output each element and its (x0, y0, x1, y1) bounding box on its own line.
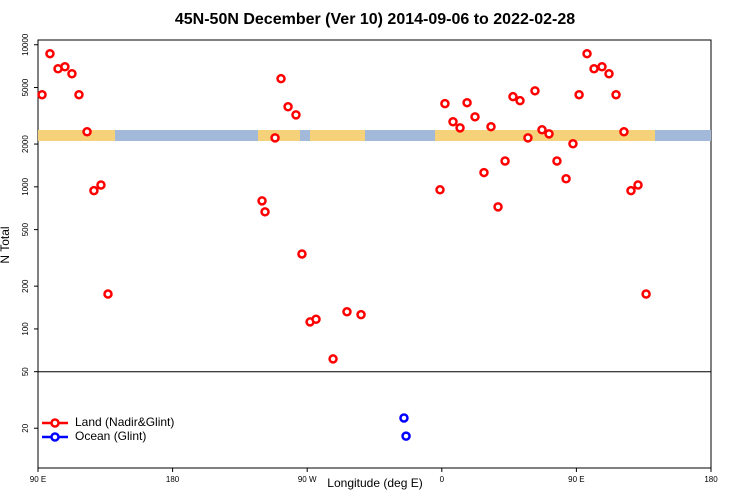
point (582, 48, 592, 59)
point (435, 185, 445, 195)
point (568, 139, 578, 149)
point (462, 97, 472, 108)
point (67, 69, 77, 79)
point (619, 127, 629, 137)
point (103, 289, 113, 299)
point (574, 89, 584, 100)
point (544, 129, 554, 139)
chart-title: 45N-50N December (Ver 10) 2014-09-06 to … (175, 11, 575, 28)
y-tick-label: 5000 (21, 78, 30, 96)
point (486, 121, 496, 132)
point (537, 125, 547, 135)
point (626, 185, 636, 196)
y-tick-label: 10000 (21, 33, 30, 56)
x-tick-label: 0 (440, 475, 445, 484)
y-tick-label: 50 (21, 367, 30, 376)
legend-label: Ocean (Glint) (75, 429, 146, 443)
point (515, 95, 525, 106)
point (356, 309, 366, 320)
point (96, 180, 106, 190)
point (260, 207, 270, 217)
point (60, 62, 70, 72)
y-tick-label: 500 (21, 222, 30, 236)
x-axis-label: Longitude (deg E) (327, 476, 422, 490)
point (270, 133, 280, 143)
point (448, 117, 458, 127)
point (611, 89, 621, 100)
y-axis-label: N Total (0, 226, 12, 263)
point (283, 102, 293, 112)
point (493, 202, 503, 212)
legend-marker (50, 432, 60, 442)
point (82, 127, 92, 137)
point (328, 354, 338, 364)
point (641, 289, 651, 299)
point (257, 196, 267, 206)
point (399, 413, 409, 423)
point (604, 69, 614, 79)
legend-marker (50, 418, 60, 428)
point (455, 123, 465, 133)
y-tick-label: 200 (21, 279, 30, 293)
point (530, 86, 540, 96)
x-tick-label: 90 E (568, 475, 584, 484)
point (508, 91, 518, 102)
point (479, 167, 489, 178)
point (342, 307, 352, 317)
point (552, 156, 562, 166)
point (401, 431, 411, 441)
point (291, 110, 301, 120)
point (440, 98, 450, 109)
plot-frame (37, 39, 712, 469)
point (500, 156, 510, 166)
x-tick-label: 90 E (30, 475, 46, 484)
y-tick-label: 100 (21, 322, 30, 336)
y-tick-label: 1000 (21, 177, 30, 195)
point (597, 62, 607, 72)
point (89, 185, 99, 196)
point (45, 48, 55, 59)
x-tick-label: 180 (704, 475, 718, 484)
y-tick-label: 20 (21, 423, 30, 432)
point (589, 63, 599, 74)
land-ocean-strip (38, 130, 711, 141)
y-tick-label: 2000 (21, 135, 30, 153)
point (633, 180, 643, 190)
point (523, 133, 533, 143)
point (297, 249, 307, 259)
point (561, 174, 571, 184)
x-tick-label: 90 W (298, 475, 317, 484)
x-tick-label: 180 (166, 475, 180, 484)
point (74, 89, 84, 100)
point (276, 73, 286, 84)
legend-label: Land (Nadir&Glint) (75, 415, 174, 429)
point (470, 112, 480, 122)
point (311, 314, 321, 324)
point (37, 89, 47, 100)
